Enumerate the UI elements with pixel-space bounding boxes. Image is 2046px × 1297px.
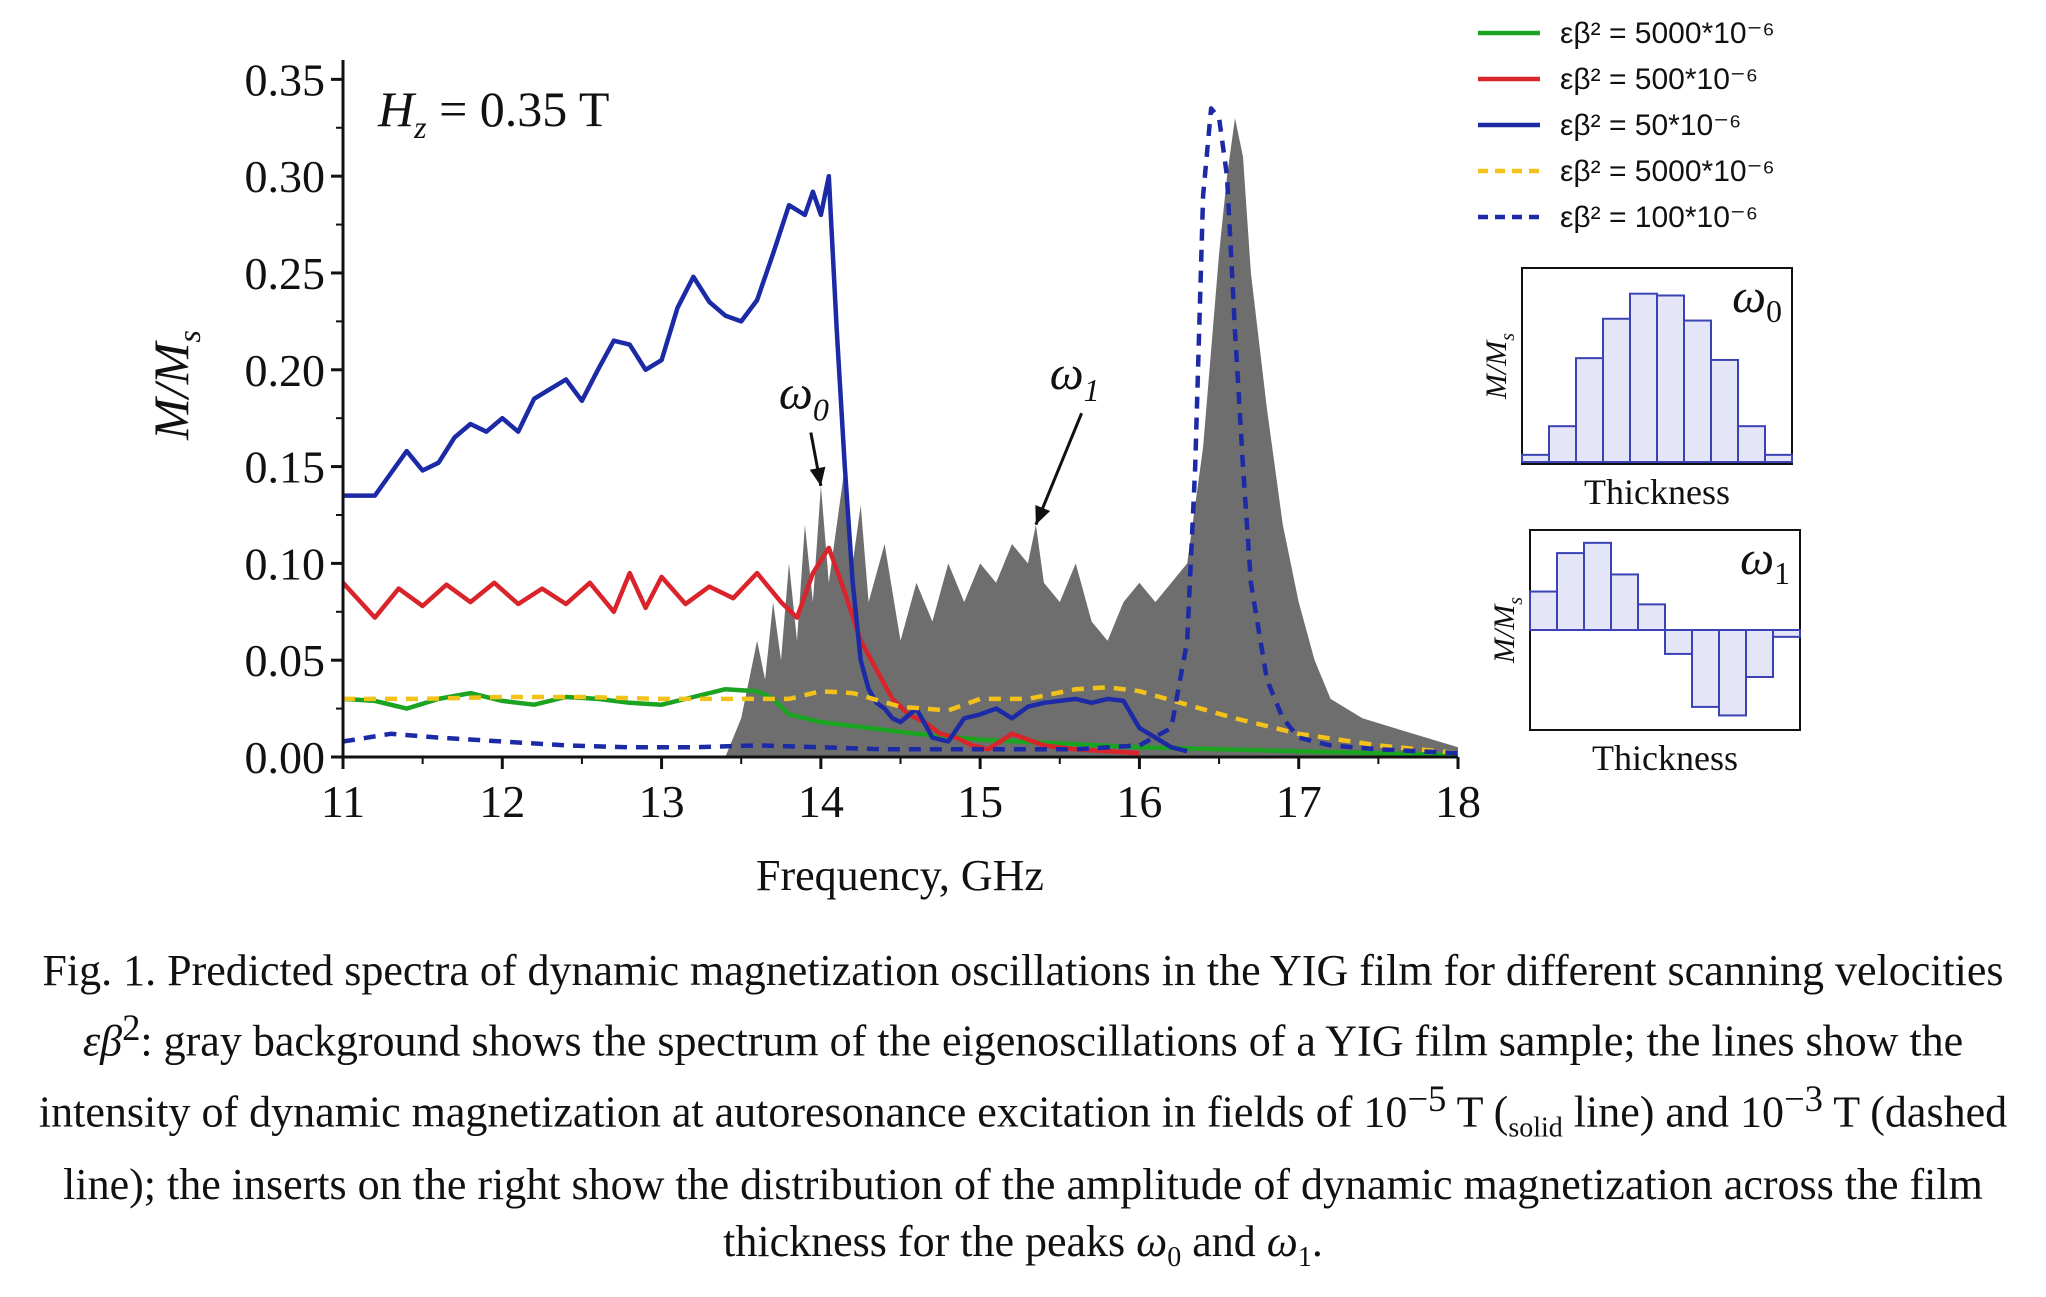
legend-label-2: εβ² = 500*10⁻⁶ <box>1560 63 1758 96</box>
caption-var-sup: 2 <box>122 1007 141 1048</box>
peak-labels: ω0 ω1 <box>779 347 1100 526</box>
x-tick-label: 18 <box>1435 776 1481 827</box>
figure-caption: Fig. 1. Predicted spectra of dynamic mag… <box>20 942 2026 1286</box>
y-tick-label: 0.00 <box>245 732 326 783</box>
x-tick-label: 15 <box>957 776 1003 827</box>
y-tick-label: 0.30 <box>245 151 326 202</box>
series-line-2 <box>341 545 1140 756</box>
y-tick-label: 0.15 <box>245 442 326 493</box>
caption-and: and <box>1181 1217 1267 1267</box>
field-annotation: Hz = 0.35 T <box>377 81 609 145</box>
inset-bar <box>1683 319 1712 463</box>
inset-x-label: Thickness <box>1592 738 1738 778</box>
series-line-4 <box>343 685 1459 756</box>
peak-label: ω1 <box>1050 347 1100 408</box>
background-spectrum <box>343 118 1458 758</box>
series-line-5 <box>342 106 1459 756</box>
peak-arrow-head <box>1035 504 1051 525</box>
inset-bar <box>1737 425 1766 464</box>
inset-title: ω1 <box>1740 532 1790 591</box>
x-tick-label: 13 <box>639 776 685 827</box>
inset-y-label: M/Ms <box>1488 597 1527 664</box>
inset-x-label: Thickness <box>1584 472 1730 512</box>
legend-label-5: εβ² = 100*10⁻⁶ <box>1560 201 1758 234</box>
inset-bar <box>1556 552 1585 631</box>
caption-omega1: ω <box>1266 1217 1298 1267</box>
inset-y-label: M/Ms <box>1480 333 1519 400</box>
series-line-1 <box>342 686 1459 758</box>
caption-text-4: line) and 10 <box>1562 1087 1784 1137</box>
inset-bar <box>1691 629 1720 708</box>
peak-arrow-head <box>809 466 826 486</box>
inset-bar <box>1745 629 1774 678</box>
y-tick-label: 0.25 <box>245 248 326 299</box>
inset-bar <box>1583 541 1612 631</box>
x-tick-label: 11 <box>321 776 365 827</box>
y-tick-label: 0.10 <box>245 538 326 589</box>
inset-bar <box>1529 590 1558 632</box>
background-spectrum-layer <box>343 118 1458 758</box>
y-tick-label: 0.20 <box>245 345 326 396</box>
series-line-3 <box>343 173 1188 754</box>
caption-omega1-sub: 1 <box>1297 1241 1312 1273</box>
caption-exp-1: −5 <box>1407 1077 1447 1119</box>
caption-text-3: T ( <box>1446 1087 1509 1137</box>
axes-layer: 0.00 0.05 0.10 0.15 0.20 0.25 0.30 0.35 11 12 13 14… <box>245 54 1482 827</box>
inset-omega1: ω1 Thickness M/Ms <box>1488 529 1801 778</box>
inset-bar <box>1610 573 1639 631</box>
x-axis-label: Frequency, GHz <box>756 851 1044 900</box>
y-tick-label: 0.35 <box>245 54 326 105</box>
main-chart: 0.00 0.05 0.10 0.15 0.20 0.25 0.30 0.35 11 12 13 14… <box>143 54 1481 900</box>
peak-arrow-line <box>1034 412 1083 526</box>
peak-label: ω0 <box>779 367 829 428</box>
caption-omega0: ω <box>1136 1217 1168 1267</box>
legend-label-4: εβ² = 5000*10⁻⁶ <box>1560 155 1775 188</box>
legend-label-1: εβ² = 5000*10⁻⁶ <box>1560 17 1775 50</box>
inset-bar <box>1664 629 1693 655</box>
caption-end: . <box>1311 1217 1323 1267</box>
legend: εβ² = 5000*10⁻⁶ εβ² = 500*10⁻⁶ εβ² = 50*10… <box>1478 17 1775 234</box>
inset-title: ω0 <box>1732 270 1782 329</box>
inset-bar <box>1548 425 1577 464</box>
x-tick-label: 14 <box>798 776 844 827</box>
y-tick-label: 0.05 <box>245 635 326 686</box>
inset-omega0: ω0 Thickness M/Ms <box>1480 267 1793 512</box>
x-tick-label: 16 <box>1116 776 1162 827</box>
inset-bar <box>1764 453 1793 464</box>
caption-text-1: Fig. 1. Predicted spectra of dynamic mag… <box>42 946 2004 995</box>
inset-bar <box>1637 603 1666 632</box>
x-tick-label: 17 <box>1276 776 1322 827</box>
inset-bar <box>1602 317 1631 463</box>
inset-bar <box>1718 629 1747 717</box>
inset-bar <box>1772 629 1801 638</box>
inset-bar <box>1521 453 1550 464</box>
series-layer <box>341 106 1459 758</box>
inset-bar <box>1710 358 1739 464</box>
caption-small: solid <box>1508 1112 1563 1144</box>
x-tick-label: 12 <box>479 776 525 827</box>
inset-bar <box>1629 292 1658 464</box>
caption-omega0-sub: 0 <box>1167 1241 1182 1273</box>
legend-label-3: εβ² = 50*10⁻⁶ <box>1560 109 1741 142</box>
inset-bar <box>1575 357 1604 463</box>
y-axis-label: M/Ms <box>143 330 207 441</box>
caption-text-5: T (dashed line); the inserts on the righ… <box>63 1087 2008 1267</box>
caption-text-2: : gray background shows the spectrum of … <box>38 1016 1964 1137</box>
inset-bar <box>1656 294 1685 463</box>
caption-var: εβ <box>82 1016 123 1066</box>
caption-exp-2: −3 <box>1783 1077 1823 1119</box>
